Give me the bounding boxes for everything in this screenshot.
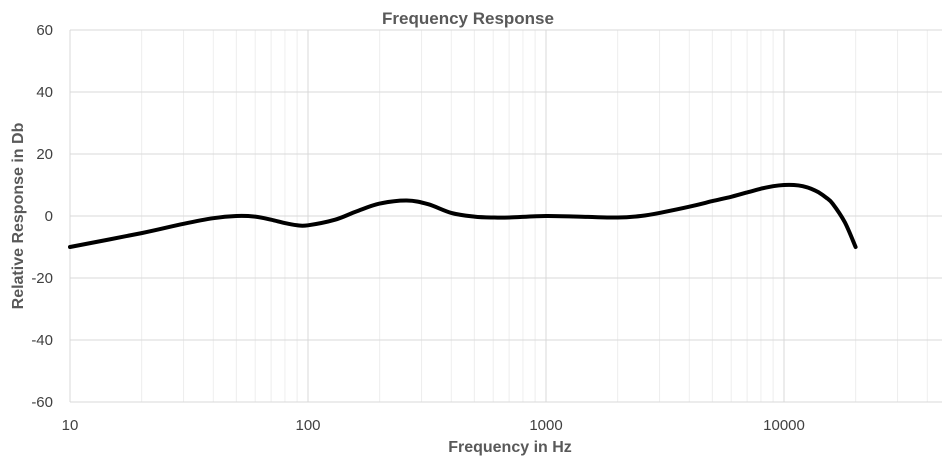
x-axis-label: Frequency in Hz bbox=[448, 439, 572, 456]
y-tick-label: 20 bbox=[36, 146, 53, 163]
plot-area bbox=[68, 182, 858, 249]
gridlines bbox=[69, 29, 942, 403]
y-tick-label: -60 bbox=[31, 394, 53, 411]
x-axis-ticks: 10 100 1000 10000 bbox=[62, 417, 805, 434]
x-tick-label: 1000 bbox=[529, 417, 562, 434]
response-line bbox=[68, 182, 858, 249]
x-tick-label: 10 bbox=[62, 417, 79, 434]
y-tick-label: 0 bbox=[45, 208, 53, 225]
chart-title: Frequency Response bbox=[382, 9, 554, 28]
x-tick-label: 100 bbox=[295, 417, 320, 434]
y-tick-label: -40 bbox=[31, 332, 53, 349]
y-tick-label: 40 bbox=[36, 84, 53, 101]
y-tick-label: 60 bbox=[36, 22, 53, 39]
y-axis-ticks: 60 40 20 0 -20 -40 -60 bbox=[31, 22, 53, 411]
y-axis-label: Relative Response in Db bbox=[10, 122, 27, 309]
x-tick-label: 10000 bbox=[763, 417, 805, 434]
y-tick-label: -20 bbox=[31, 270, 53, 287]
